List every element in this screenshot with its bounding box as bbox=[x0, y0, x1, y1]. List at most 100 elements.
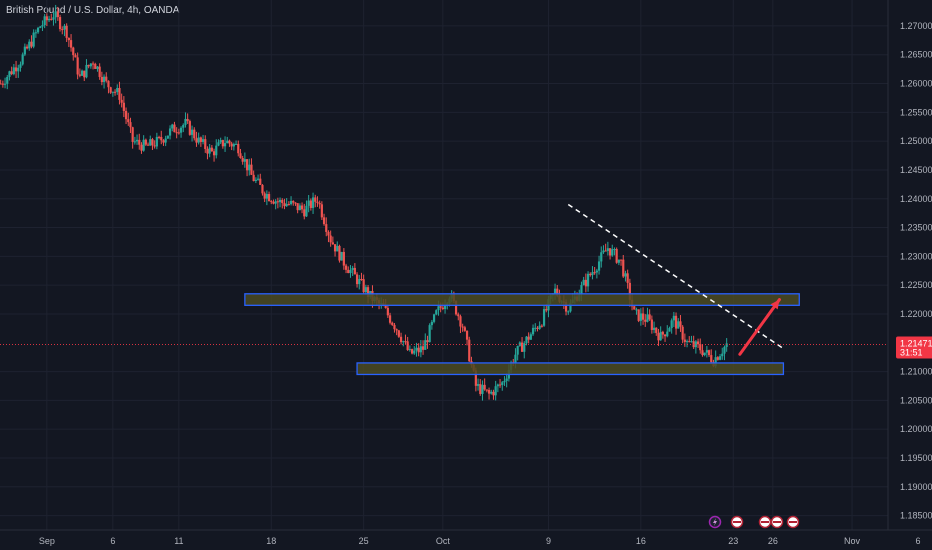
candle-down bbox=[228, 140, 231, 144]
candle-down bbox=[657, 332, 660, 341]
candle-up bbox=[639, 313, 642, 321]
candle-down bbox=[329, 235, 332, 243]
candle-down bbox=[287, 204, 290, 206]
candle-down bbox=[650, 319, 653, 330]
candle-down bbox=[252, 174, 255, 181]
candle-down bbox=[87, 64, 90, 67]
candle-down bbox=[72, 47, 75, 56]
candle-down bbox=[404, 341, 407, 343]
candle-up bbox=[85, 64, 88, 78]
candle-down bbox=[61, 29, 64, 31]
candle-down bbox=[91, 63, 95, 65]
candle-down bbox=[342, 251, 345, 266]
candle-down bbox=[30, 41, 33, 47]
candle-down bbox=[160, 136, 163, 141]
candle-down bbox=[173, 124, 176, 133]
candle-down bbox=[333, 244, 337, 252]
candle-down bbox=[239, 153, 242, 158]
candle-down bbox=[259, 178, 262, 185]
candle-up bbox=[666, 331, 669, 337]
candle-down bbox=[633, 306, 636, 310]
candle-down bbox=[195, 138, 198, 143]
candle-up bbox=[311, 197, 315, 208]
candle-up bbox=[3, 83, 7, 85]
candle-up bbox=[133, 141, 136, 143]
candle-up bbox=[285, 204, 288, 207]
candle-up bbox=[215, 145, 218, 156]
candle-down bbox=[10, 71, 13, 75]
candle-down bbox=[674, 315, 678, 329]
candle-down bbox=[65, 25, 68, 38]
candle-up bbox=[516, 345, 519, 355]
candle-up bbox=[39, 26, 42, 28]
candle-up bbox=[135, 139, 139, 142]
x-tick-label: Oct bbox=[436, 536, 451, 546]
bar-countdown: 31:51 bbox=[900, 347, 923, 357]
y-tick-label: 1.21000 bbox=[900, 367, 932, 377]
candle-down bbox=[276, 201, 279, 203]
candle-up bbox=[358, 279, 361, 285]
candle-up bbox=[149, 139, 152, 146]
candle-down bbox=[250, 164, 253, 175]
candle-down bbox=[485, 389, 488, 391]
candle-up bbox=[217, 142, 220, 146]
candle-up bbox=[21, 54, 24, 65]
candle-down bbox=[344, 265, 348, 270]
candle-down bbox=[641, 313, 645, 320]
candle-down bbox=[459, 316, 462, 327]
resistance-zone[interactable] bbox=[244, 293, 800, 306]
candle-up bbox=[349, 269, 352, 274]
candle-down bbox=[545, 309, 548, 311]
projection-arrow[interactable] bbox=[738, 298, 781, 356]
candle-down bbox=[320, 204, 323, 218]
candle-down bbox=[615, 249, 618, 263]
candle-up bbox=[8, 71, 11, 77]
candle-down bbox=[338, 245, 341, 261]
x-tick-label: 6 bbox=[110, 536, 115, 546]
candle-up bbox=[611, 249, 614, 256]
arrow-head-icon bbox=[770, 299, 780, 310]
candle-up bbox=[613, 249, 616, 251]
candle-up bbox=[443, 305, 447, 310]
candle-down bbox=[564, 302, 568, 312]
candle-down bbox=[109, 87, 112, 93]
x-tick-label: 18 bbox=[266, 536, 276, 546]
candle-up bbox=[254, 179, 257, 181]
candle-down bbox=[318, 202, 321, 205]
price-axis[interactable] bbox=[888, 0, 932, 550]
candle-down bbox=[655, 327, 658, 333]
candle-up bbox=[705, 350, 708, 353]
candle-up bbox=[721, 353, 724, 357]
candle-down bbox=[122, 102, 125, 111]
candle-down bbox=[113, 91, 117, 93]
candle-up bbox=[6, 76, 9, 84]
trendline[interactable] bbox=[567, 203, 784, 350]
candle-down bbox=[701, 350, 704, 356]
y-tick-label: 1.25500 bbox=[900, 107, 932, 117]
candle-down bbox=[188, 121, 191, 135]
y-tick-label: 1.18500 bbox=[900, 511, 932, 521]
candle-down bbox=[540, 325, 543, 327]
candle-down bbox=[556, 288, 559, 296]
candle-up bbox=[142, 139, 145, 151]
candle-up bbox=[597, 261, 601, 271]
candle-up bbox=[542, 309, 546, 326]
candle-down bbox=[138, 139, 141, 145]
candle-up bbox=[179, 127, 183, 133]
candle-up bbox=[694, 341, 697, 348]
candle-down bbox=[98, 66, 101, 77]
candle-up bbox=[305, 205, 308, 217]
y-tick-label: 1.24000 bbox=[900, 194, 932, 204]
candle-down bbox=[360, 279, 363, 281]
candle-down bbox=[151, 139, 154, 146]
candle-down bbox=[212, 151, 216, 156]
candle-down bbox=[50, 18, 53, 20]
candle-down bbox=[696, 341, 700, 345]
candle-down bbox=[421, 346, 425, 350]
time-axis[interactable] bbox=[0, 530, 932, 550]
candle-up bbox=[116, 87, 119, 92]
candle-up bbox=[602, 250, 605, 253]
candle-up bbox=[248, 164, 251, 171]
support-zone[interactable] bbox=[356, 362, 785, 376]
